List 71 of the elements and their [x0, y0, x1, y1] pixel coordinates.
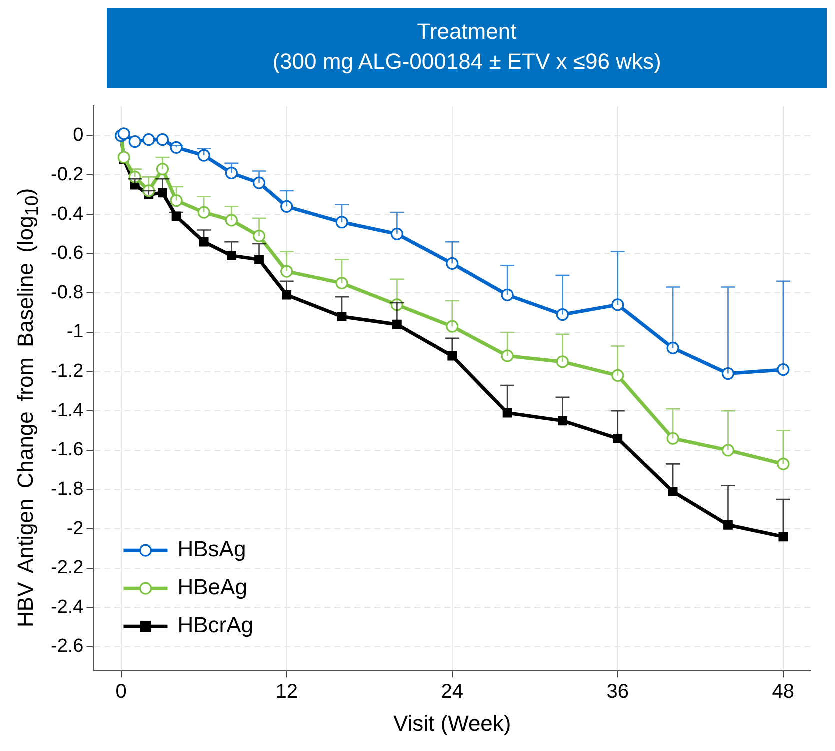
- point: [392, 320, 402, 330]
- point: [448, 351, 458, 361]
- y-tick-label: 0: [73, 125, 84, 146]
- x-tick-label: 24: [441, 681, 464, 704]
- y-tick-label: -0.2: [50, 164, 84, 186]
- y-tick-label: -1.4: [50, 400, 84, 422]
- y-tick-label: -1.2: [50, 361, 84, 382]
- point: [777, 364, 790, 376]
- point: [556, 356, 570, 368]
- point: [254, 255, 264, 264]
- x-tick-label: 12: [276, 681, 298, 704]
- point: [252, 176, 266, 190]
- point: [612, 298, 624, 312]
- point: [128, 135, 142, 148]
- point: [446, 257, 459, 270]
- point: [502, 408, 512, 418]
- point: [777, 458, 790, 470]
- x-tick-label: 36: [606, 681, 630, 704]
- point: [668, 487, 678, 496]
- point: [337, 312, 347, 322]
- point: [336, 277, 348, 290]
- point: [501, 350, 514, 362]
- x-tick-label: 48: [772, 681, 795, 704]
- point: [280, 265, 294, 278]
- point: [724, 520, 733, 530]
- legend-label: HBcrAg: [178, 612, 254, 638]
- point: [198, 206, 210, 219]
- y-tick-label: -0.6: [50, 243, 84, 264]
- point: [199, 237, 209, 247]
- point: [501, 288, 514, 302]
- point: [556, 308, 570, 322]
- point: [226, 251, 236, 260]
- point: [225, 214, 238, 227]
- point: [612, 369, 624, 382]
- point: [156, 163, 170, 176]
- point: [336, 216, 348, 229]
- point: [282, 290, 292, 300]
- point: [722, 444, 735, 457]
- y-tick-label: -0.8: [50, 282, 84, 304]
- point: [666, 342, 680, 354]
- point: [666, 432, 680, 445]
- x-axis-title: Visit (Week): [393, 710, 512, 736]
- y-tick-label: -0.4: [50, 204, 84, 225]
- y-tick-label: -2.6: [50, 636, 84, 658]
- point: [158, 188, 168, 198]
- y-tick-label: -1.8: [50, 478, 84, 500]
- point: [390, 228, 404, 240]
- point: [118, 151, 130, 164]
- y-tick-label: -2.4: [50, 596, 84, 618]
- point: [613, 434, 623, 444]
- point: [225, 166, 238, 180]
- point: [722, 367, 735, 380]
- point: [558, 416, 568, 426]
- point: [142, 134, 156, 146]
- point: [280, 200, 294, 213]
- point: [252, 230, 266, 242]
- y-tick-label: -2.2: [50, 558, 84, 579]
- chart-title: Treatment: [416, 18, 518, 46]
- y-tick-label: -1: [66, 322, 84, 343]
- point: [778, 532, 788, 542]
- point: [446, 320, 459, 333]
- point: [118, 128, 130, 140]
- x-tick-label: 0: [116, 681, 127, 704]
- legend-label: HBsAg: [178, 536, 246, 562]
- point: [198, 149, 210, 162]
- legend-label: HBeAg: [178, 574, 248, 600]
- y-tick-label: -1.6: [50, 440, 84, 461]
- point: [156, 134, 170, 146]
- point: [170, 194, 183, 208]
- y-tick-label: -2: [66, 518, 84, 540]
- chart-subtitle: (300 mg ALG-000184 ± ETV x ≤96 wks): [272, 48, 662, 76]
